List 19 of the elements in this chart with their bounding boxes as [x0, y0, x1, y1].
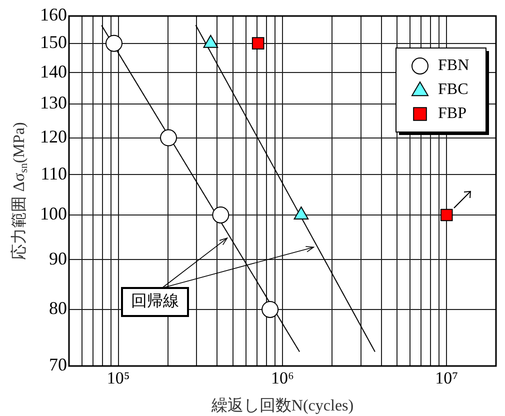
y-tick-label: 80 [49, 298, 67, 318]
y-tick-label: 90 [49, 248, 67, 268]
x-axis-title: 繰返し回数N(cycles) [210, 396, 354, 415]
legend-label: FBC [438, 81, 468, 98]
y-tick-label: 100 [40, 204, 67, 224]
y-tick-label: 70 [49, 354, 67, 375]
annotation: 回帰線 [131, 291, 179, 310]
y-tick-label: 110 [40, 163, 67, 184]
x-tick-label: 10⁵ [106, 368, 130, 388]
x-tick-label: 10⁶ [271, 368, 294, 388]
legend-label: FBN [438, 57, 470, 74]
y-tick-label: 160 [40, 4, 67, 25]
y-tick-label: 130 [40, 92, 67, 113]
x-tick-label: 10⁷ [435, 368, 458, 388]
y-axis-title: 応力範囲 Δσsn(MPa) [10, 122, 30, 260]
legend-label: FBP [438, 105, 467, 122]
y-tick-label: 120 [40, 126, 67, 147]
y-tick-label: 140 [40, 61, 67, 82]
y-tick-label: 150 [40, 32, 67, 52]
